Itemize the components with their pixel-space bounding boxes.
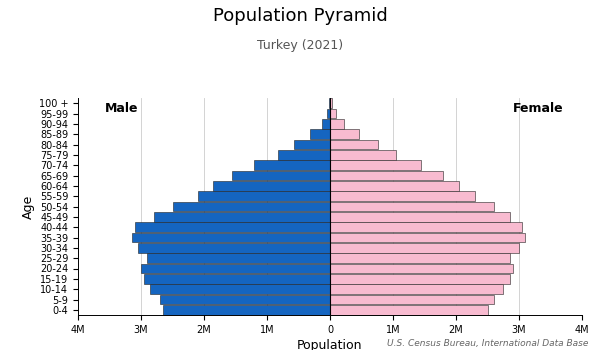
Bar [330, 295, 494, 304]
Bar [163, 305, 330, 315]
Bar [310, 130, 330, 139]
X-axis label: Population: Population [297, 339, 363, 350]
Bar [330, 150, 396, 160]
Text: Turkey (2021): Turkey (2021) [257, 38, 343, 51]
Bar [330, 98, 332, 108]
Bar [330, 181, 459, 191]
Bar [232, 171, 330, 180]
Bar [330, 243, 519, 253]
Bar [138, 243, 330, 253]
Bar [330, 140, 378, 149]
Y-axis label: Age: Age [22, 194, 35, 219]
Bar [151, 285, 330, 294]
Text: U.S. Census Bureau, International Data Base: U.S. Census Bureau, International Data B… [386, 339, 588, 348]
Text: Female: Female [512, 102, 563, 115]
Bar [330, 171, 443, 180]
Bar [214, 181, 330, 191]
Bar [330, 233, 526, 242]
Bar [134, 222, 330, 232]
Bar [254, 160, 330, 170]
Bar [329, 98, 330, 108]
Bar [330, 212, 509, 222]
Bar [330, 130, 359, 139]
Bar [278, 150, 330, 160]
Bar [330, 253, 509, 263]
Text: Population Pyramid: Population Pyramid [212, 7, 388, 25]
Bar [330, 305, 487, 315]
Bar [148, 253, 330, 263]
Text: Male: Male [106, 102, 139, 115]
Bar [160, 295, 330, 304]
Bar [198, 191, 330, 201]
Bar [330, 285, 503, 294]
Bar [327, 109, 330, 118]
Bar [294, 140, 330, 149]
Bar [141, 264, 330, 273]
Bar [330, 191, 475, 201]
Bar [330, 160, 421, 170]
Bar [131, 233, 330, 242]
Bar [330, 109, 335, 118]
Bar [173, 202, 330, 211]
Bar [330, 222, 522, 232]
Bar [330, 202, 494, 211]
Bar [322, 119, 330, 128]
Bar [144, 274, 330, 284]
Bar [330, 264, 513, 273]
Bar [154, 212, 330, 222]
Bar [330, 274, 509, 284]
Bar [330, 119, 344, 128]
